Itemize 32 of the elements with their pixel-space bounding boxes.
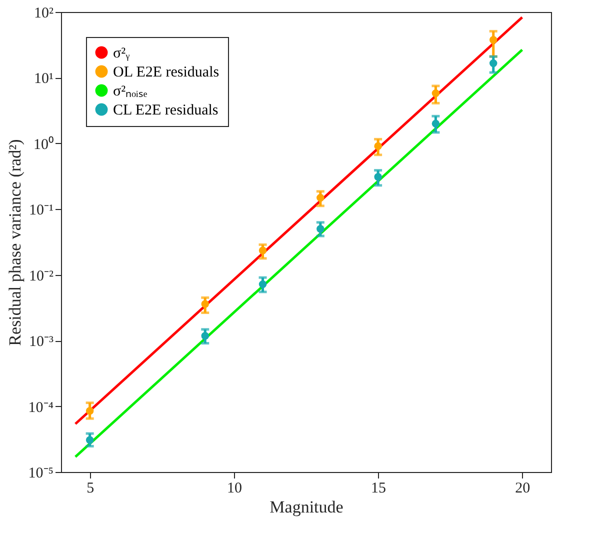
x-tick-label: 10: [226, 480, 242, 496]
y-tick-label: 10⁻¹: [29, 202, 54, 219]
legend-label: CL E2E residuals: [113, 102, 218, 118]
point: [201, 300, 209, 308]
y-tick-label: 10⁰: [34, 136, 54, 153]
x-tick-label: 15: [371, 480, 386, 496]
legend-label: σ²ᵧ: [113, 46, 130, 62]
y-axis-title: Residual phase variance (rad²): [5, 139, 24, 346]
point: [432, 89, 440, 98]
point: [374, 142, 382, 150]
point: [86, 407, 94, 415]
point: [201, 332, 209, 340]
y-tick-label: 10⁻²: [29, 268, 54, 284]
x-tick-label: 5: [86, 480, 94, 496]
point: [489, 59, 498, 68]
point: [258, 246, 267, 254]
y-tick-label: 10⁻⁵: [28, 466, 54, 482]
legend-label: σ²ₙₒᵢₛₑ: [113, 84, 148, 100]
x-axis-title: Magnitude: [270, 498, 344, 516]
point: [489, 36, 498, 44]
y-tick-label: 10⁻³: [29, 334, 54, 350]
point: [316, 225, 324, 233]
point: [258, 280, 267, 288]
point: [374, 172, 382, 181]
point: [86, 436, 94, 444]
x-tick-label: 20: [515, 480, 530, 496]
legend-label: OL E2E residuals: [113, 64, 220, 80]
point: [432, 120, 440, 128]
y-tick-label: 10⁻⁴: [28, 400, 54, 416]
y-tick-label: 10¹: [34, 71, 54, 88]
y-tick-label: 10²: [34, 6, 54, 22]
point: [316, 194, 324, 202]
